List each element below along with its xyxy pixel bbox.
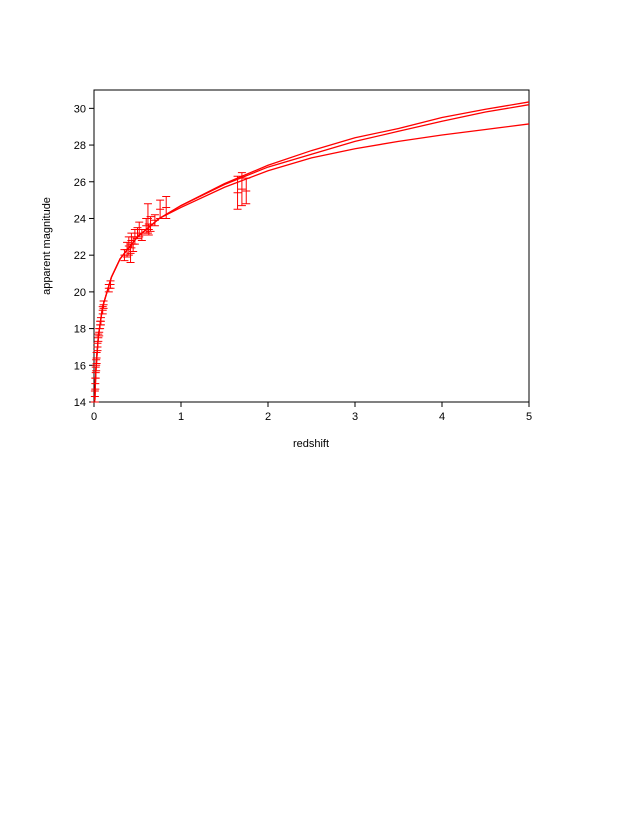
x-tick-label: 3 <box>352 411 358 423</box>
plot-frame <box>93 89 530 403</box>
error-bar <box>94 333 103 342</box>
y-tick-label: 14 <box>74 397 86 409</box>
error-bar <box>143 203 152 234</box>
error-bar <box>99 300 108 309</box>
error-bar <box>130 228 139 245</box>
y-tick-label: 30 <box>74 103 86 115</box>
error-bar <box>233 175 242 210</box>
error-bar <box>133 227 142 240</box>
error-bar <box>106 280 115 289</box>
x-tick-label: 2 <box>265 411 271 423</box>
y-tick-label: 28 <box>74 140 86 152</box>
error-bar <box>123 241 132 258</box>
error-bar <box>90 390 99 403</box>
x-tick-label: 0 <box>91 411 97 423</box>
model-curve <box>94 101 530 401</box>
error-bar <box>137 228 146 241</box>
error-bar <box>91 377 100 390</box>
error-bar <box>120 249 129 262</box>
y-tick-label: 18 <box>74 324 86 336</box>
error-bar <box>162 195 171 219</box>
error-bar <box>242 177 251 205</box>
model-curve <box>94 123 530 401</box>
error-bar <box>96 317 105 326</box>
x-tick-label: 1 <box>178 411 184 423</box>
error-bar <box>237 172 246 207</box>
error-bar <box>95 328 104 337</box>
error-bar <box>92 359 101 372</box>
x-tick-label: 4 <box>439 411 445 423</box>
x-axis-label: redshift <box>293 438 329 450</box>
error-bar <box>150 214 159 227</box>
error-bar <box>124 236 133 256</box>
y-tick-label: 24 <box>74 213 86 225</box>
y-tick-label: 20 <box>74 287 86 299</box>
error-bar <box>91 366 100 379</box>
error-bar <box>92 351 101 364</box>
error-bar <box>98 306 107 315</box>
y-axis-label: apparent magnitude <box>41 197 53 295</box>
error-bar <box>156 199 165 219</box>
model-curve <box>94 104 530 401</box>
error-bar <box>146 216 155 232</box>
x-tick-label: 5 <box>526 411 532 423</box>
error-bar <box>126 243 135 264</box>
error-bar <box>93 342 102 352</box>
y-tick-label: 26 <box>74 177 86 189</box>
error-bar <box>144 223 153 236</box>
y-tick-label: 22 <box>74 250 86 262</box>
error-bar <box>127 232 136 249</box>
y-tick-label: 16 <box>74 360 86 372</box>
